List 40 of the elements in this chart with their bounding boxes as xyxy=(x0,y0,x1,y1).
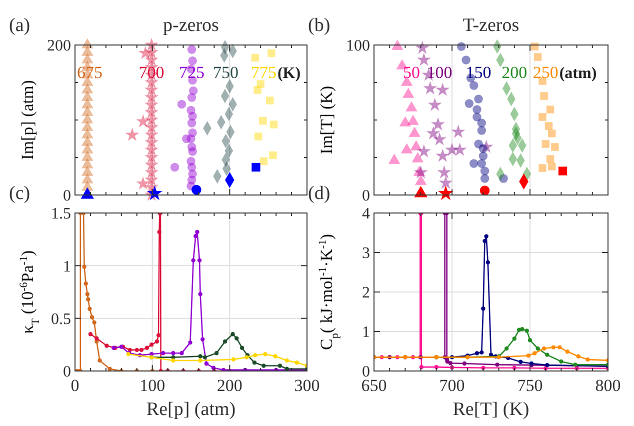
series-label: 725 xyxy=(179,63,205,82)
y-tick-label: 1 xyxy=(362,324,370,342)
y-axis-title: Im[T] (K) xyxy=(317,86,336,154)
y-tick-label: 100 xyxy=(346,38,370,55)
series-label: 250 xyxy=(532,63,558,82)
text: (a) xyxy=(9,15,30,36)
x-tick-label: 200 xyxy=(216,376,242,395)
y-tick-label: 0 xyxy=(63,188,71,205)
x-axis-title: Re[p] (atm) xyxy=(146,399,236,420)
y-tick-label: 0 xyxy=(63,364,71,381)
text: (c) xyxy=(9,183,30,204)
series-label: 750 xyxy=(213,63,239,82)
y-axis-title: Im[p] (atm) xyxy=(18,80,37,160)
x-tick-label: 100 xyxy=(140,376,166,395)
annotation: (atm) xyxy=(559,65,597,82)
x-tick-label: 700 xyxy=(439,376,465,395)
series-label: 775 xyxy=(250,63,276,82)
y-tick-label: 2 xyxy=(362,284,370,302)
series-label: 675 xyxy=(77,63,102,82)
y-tick-label: 0.5 xyxy=(51,310,71,328)
y-tick-label: 3 xyxy=(362,245,370,262)
series-label: 50 xyxy=(402,63,420,82)
y-tick-label: 200 xyxy=(47,38,71,55)
x-tick-label: 300 xyxy=(294,376,320,395)
annotation: (K) xyxy=(277,65,301,82)
chart-title: T-zeros xyxy=(462,15,520,36)
text: (b) xyxy=(308,15,330,36)
y-tick-label: 0 xyxy=(362,188,370,205)
y-tick-label: 4 xyxy=(362,206,370,223)
series-label: 150 xyxy=(466,63,492,82)
x-tick-label: 750 xyxy=(517,376,543,395)
y-tick-label: 1.5 xyxy=(51,206,71,223)
x-tick-label: 800 xyxy=(595,376,621,395)
series-label: 100 xyxy=(426,63,452,82)
y-tick-label: 1 xyxy=(63,258,71,276)
text: (d) xyxy=(308,183,330,204)
series-label: 700 xyxy=(138,63,164,82)
series-label: 200 xyxy=(502,63,528,82)
x-axis-title: Re[T] (K) xyxy=(452,399,530,420)
chart-title: p-zeros xyxy=(163,15,219,36)
